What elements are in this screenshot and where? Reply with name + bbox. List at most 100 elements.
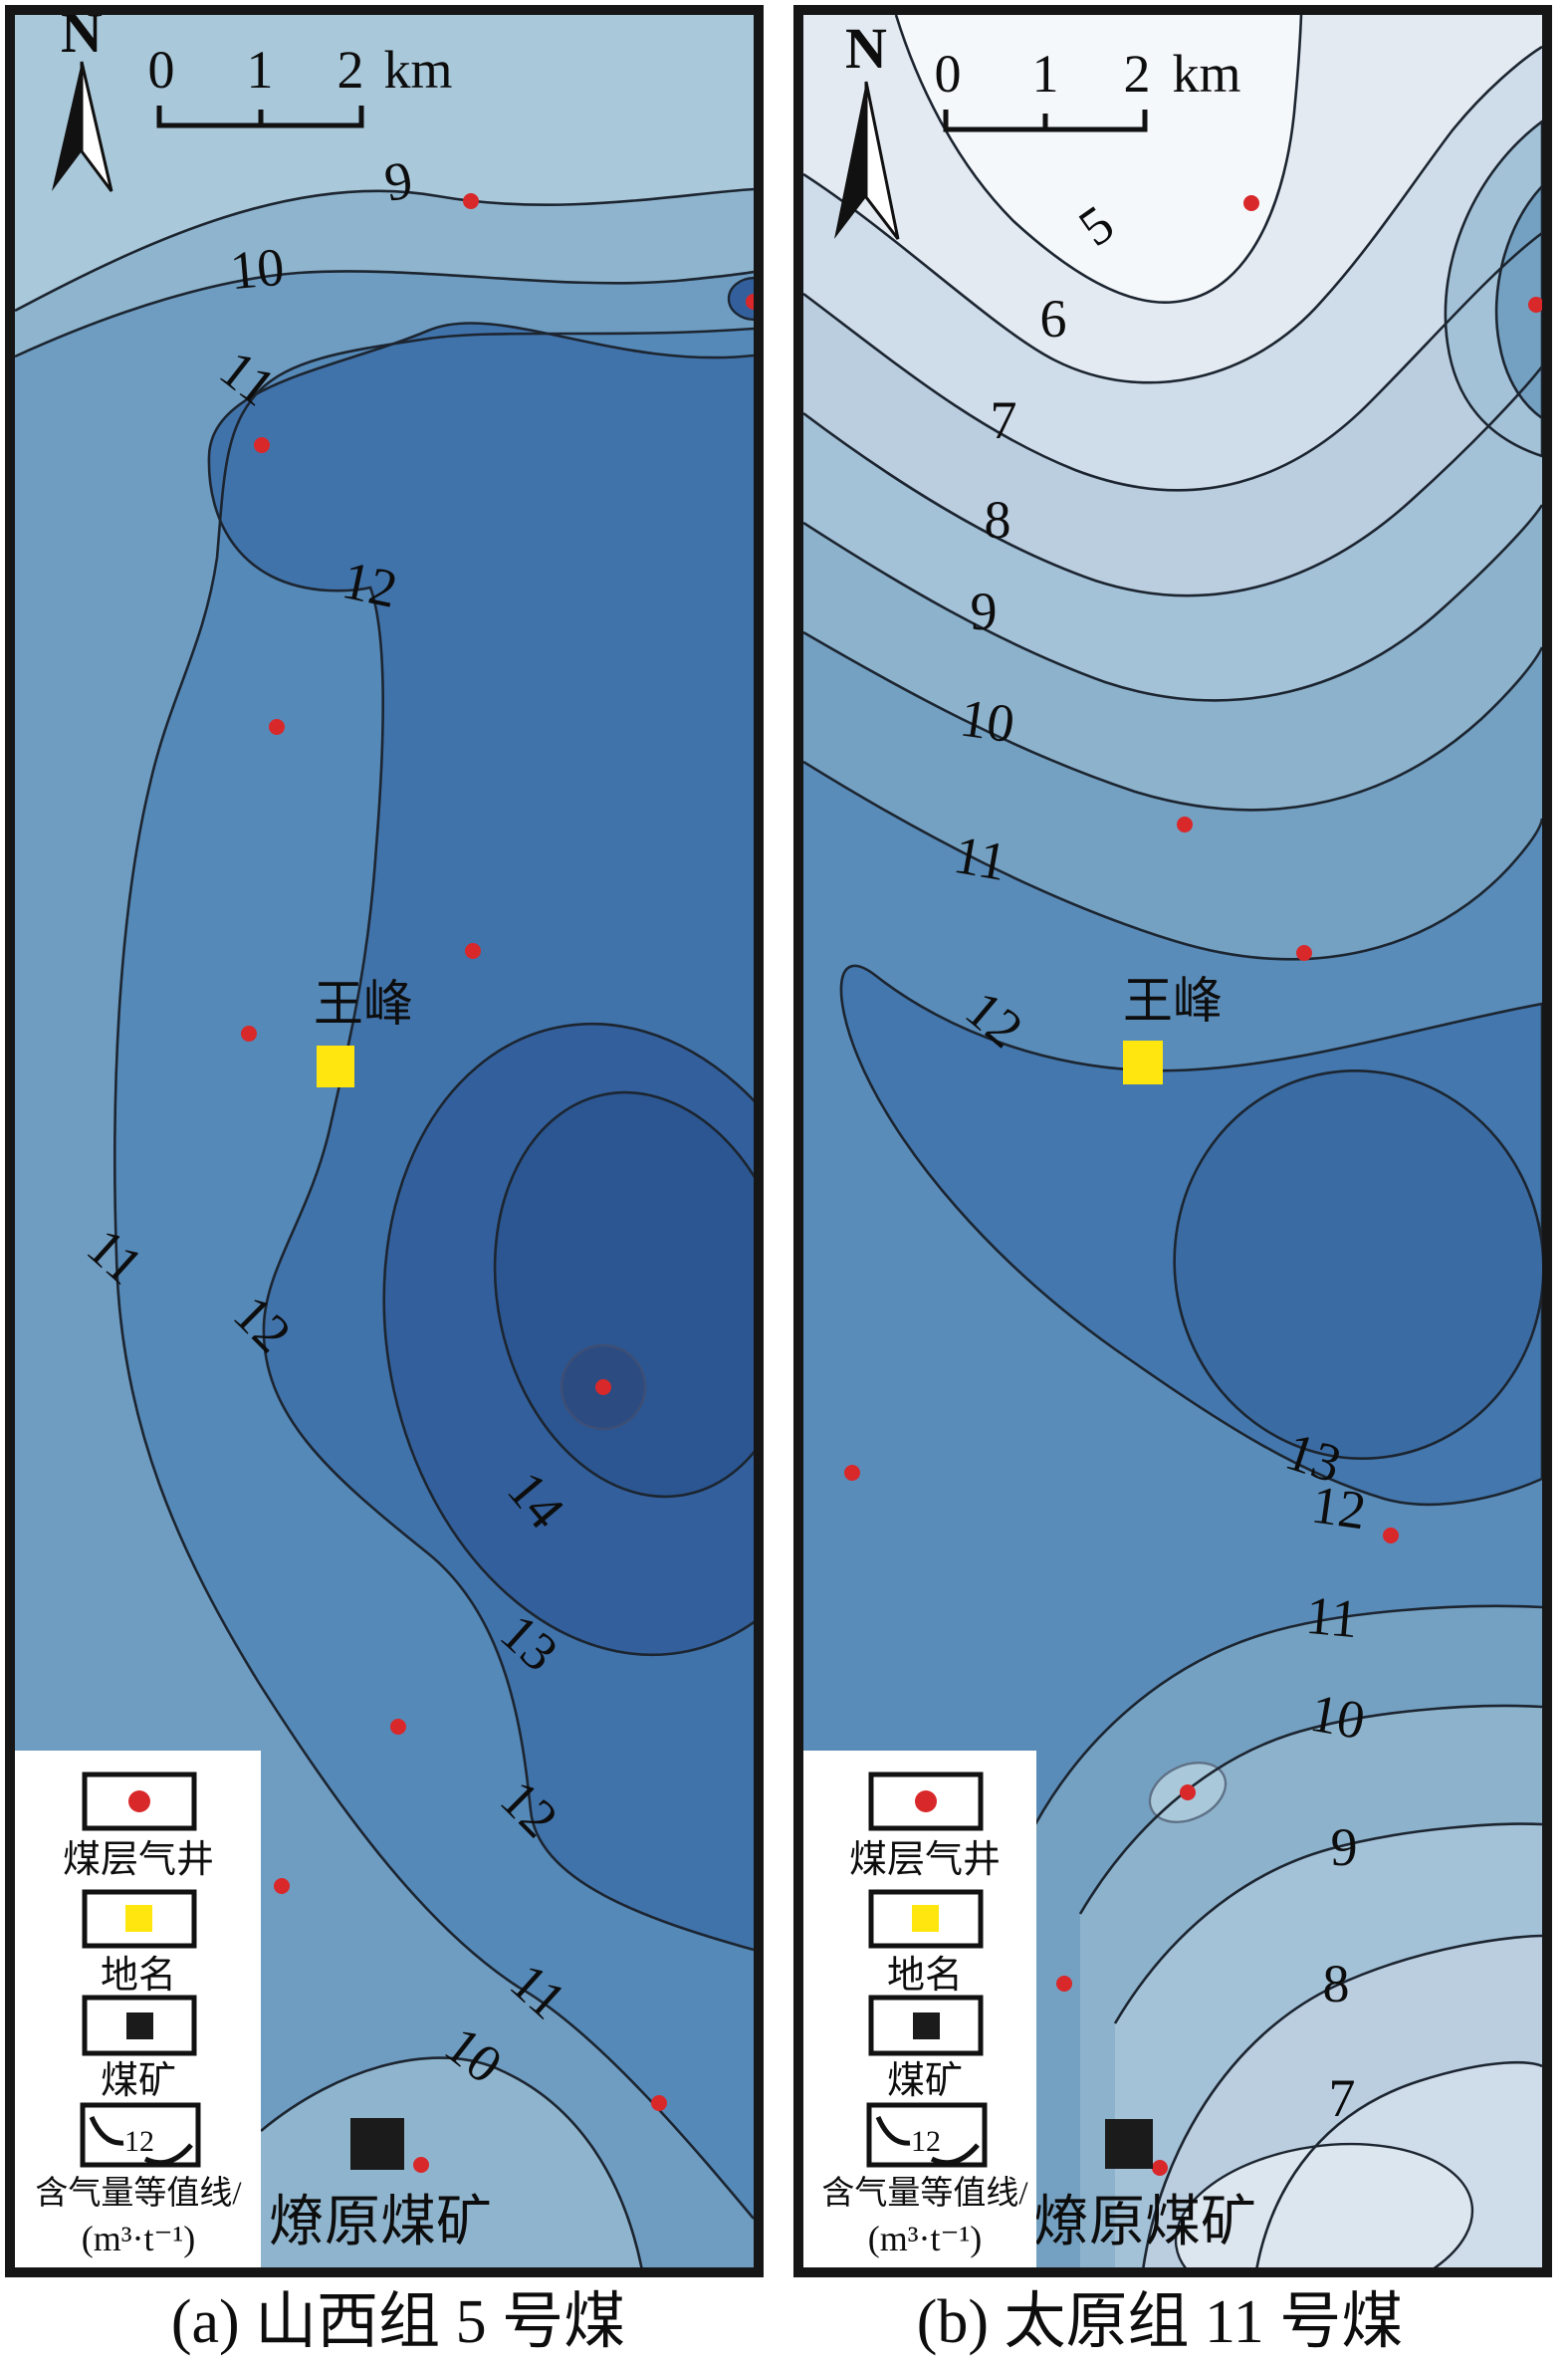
scale-unit: km [383, 40, 452, 100]
contour-line-b10low [1078, 1704, 1542, 1915]
cbm-well-dot [390, 1719, 406, 1735]
legend-mine-label: 煤矿 [887, 2060, 963, 2102]
legend-mine-label: 煤矿 [101, 2060, 176, 2102]
band-b-below5 [896, 15, 1301, 303]
legend-mine-marker [126, 2012, 153, 2039]
band-b-bottom-light-oval [1174, 2142, 1474, 2268]
band-a-below9 [15, 15, 754, 311]
cbm-well-dot [241, 1026, 257, 1042]
legend-well-label: 煤层气井 [849, 1839, 1001, 1881]
place-label-wangfeng-b: 王峰 [1123, 973, 1223, 1029]
cbm-well-dot [1152, 2160, 1168, 2176]
cbm-well-dot [746, 294, 754, 310]
contour-label: 11 [950, 825, 1011, 892]
cbm-well-dot [844, 1465, 860, 1481]
contour-line-b5 [894, 15, 1303, 304]
legend-iso-curve-left [875, 2115, 911, 2146]
legend-iso-value: 12 [911, 2125, 941, 2158]
cbm-well-dot [254, 437, 270, 453]
cbm-well-dot [274, 1878, 290, 1894]
scale-bar-b: 0 1 2 km [935, 44, 1241, 132]
contour-label: 8 [1323, 1954, 1350, 2013]
mine-label-b: 燎原煤矿 [1033, 2192, 1256, 2253]
scale-2: 2 [337, 40, 364, 100]
contour-line-b7 [803, 231, 1542, 492]
place-marker-wangfeng-b [1123, 1041, 1163, 1084]
legend-well-dot [915, 1790, 937, 1812]
band-b-ne-hook-inner [1494, 184, 1542, 420]
well-dots-a [241, 193, 754, 2173]
cbm-well-dot [463, 193, 479, 209]
north-arrow-b: N [834, 16, 900, 240]
cbm-well-dot [595, 1379, 611, 1395]
cbm-well-dot [1243, 195, 1259, 211]
legend-place-marker [912, 1905, 939, 1932]
cbm-well-dot [651, 2095, 667, 2111]
contour-label: 12 [1308, 1475, 1370, 1541]
scale-1: 1 [247, 40, 274, 100]
legend-iso-label: 含气量等值线/ [35, 2175, 242, 2212]
contour-line-a11 [112, 327, 754, 2220]
north-label-b: N [845, 16, 887, 81]
place-marker-wangfeng-a [317, 1046, 354, 1087]
cbm-well-dot [413, 2157, 429, 2173]
legend-iso-curve-right [143, 2143, 193, 2166]
contour-line-b10 [803, 630, 1542, 812]
legend-place-marker [125, 1905, 152, 1932]
legend-iso-unit: (m³·t⁻¹) [868, 2219, 983, 2258]
contour-label: 11 [1303, 1585, 1360, 1649]
contour-label: 12 [337, 550, 402, 619]
cbm-well-dot [1296, 945, 1312, 961]
caption-panel-b: (b) 太原组 11 号煤 [917, 2288, 1404, 2356]
scale-bar-a: 0 1 2 km [148, 40, 453, 128]
contour-label: 7 [1329, 2068, 1356, 2128]
contour-line-b6 [803, 45, 1542, 384]
legend-iso-unit: (m³·t⁻¹) [82, 2219, 196, 2258]
contour-line-b9 [803, 504, 1542, 702]
cbm-well-dot [1056, 1976, 1072, 1992]
caption-panel-a: (a) 山西组 5 号煤 [171, 2288, 625, 2356]
legend-well-label: 煤层气井 [63, 1839, 214, 1881]
panel-b-border [793, 5, 1552, 2277]
legend-iso-label: 含气量等值线/ [821, 2175, 1028, 2212]
cbm-well-dot [465, 943, 481, 959]
cbm-well-dot [1177, 817, 1193, 832]
cbm-well-dot [1528, 297, 1542, 313]
band-a-bottom-pocket [261, 2057, 642, 2268]
legend-place-label: 地名 [101, 1955, 176, 1997]
panel-b-map: 5 6 7 8 9 10 11 12 13 12 11 10 9 8 7 王峰 … [803, 15, 1542, 2268]
north-arrow-dark-half [52, 62, 82, 191]
legend-iso-value: 12 [124, 2125, 154, 2158]
legend-mine-box [868, 1995, 984, 2056]
contour-label: 7 [991, 390, 1017, 450]
contour-label: 10 [228, 237, 287, 301]
contour-label: 10 [1306, 1683, 1370, 1751]
north-arrow-light-half [80, 61, 113, 192]
contour-line-a10 [15, 270, 754, 358]
panel-a-map: 9 10 11 12 11 12 14 13 12 11 10 王峰 燎原煤矿 … [15, 15, 754, 2268]
band-a-edge-spot [727, 276, 754, 322]
contour-label: 8 [985, 490, 1011, 550]
band-b-13-oval [1173, 1068, 1542, 1461]
contour-label: 6 [1040, 289, 1067, 349]
legend-mine-marker [913, 2012, 940, 2039]
cbm-well-dot [1180, 1784, 1196, 1800]
legend-b: 煤层气井 地名 煤矿 12 含气量等值线/ (m³·t⁻¹) [803, 1751, 1036, 2268]
legend-iso-curve-right [930, 2143, 980, 2166]
north-arrow-dark-half [834, 82, 866, 239]
panel-a-border [5, 5, 764, 2277]
mine-marker-b [1105, 2119, 1153, 2169]
north-arrow-a: N [52, 15, 113, 192]
scale-bar-line [943, 110, 1148, 132]
scale-unit: km [1172, 44, 1240, 104]
contour-line-b7low [1255, 2060, 1542, 2268]
contour-label: 9 [1331, 1817, 1358, 1877]
legend-place-label: 地名 [887, 1955, 963, 1997]
contour-line-a10-bottom [260, 2056, 643, 2268]
contour-line-a12 [207, 322, 754, 1952]
legend-a: 煤层气井 地名 煤矿 12 含气量等值线/ (m³·t⁻¹) [15, 1751, 261, 2268]
place-label-wangfeng-a: 王峰 [314, 976, 413, 1032]
scale-bar-line [156, 106, 364, 128]
